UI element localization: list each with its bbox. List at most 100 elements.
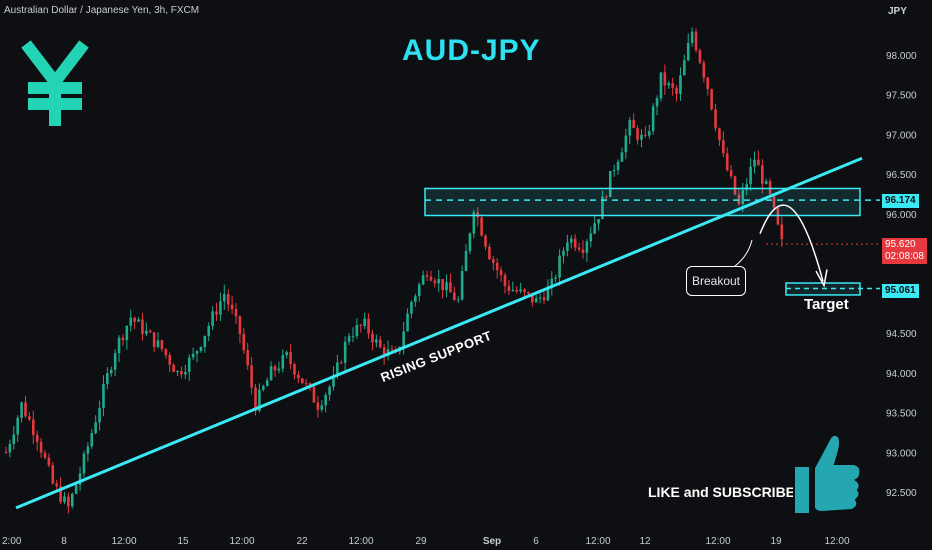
candle-body bbox=[168, 355, 172, 365]
resistance-zone bbox=[424, 187, 861, 217]
candle-body bbox=[176, 371, 179, 373]
price-tick-label: 93.000 bbox=[886, 448, 917, 459]
candle-body bbox=[230, 304, 234, 310]
candle-body bbox=[35, 434, 39, 442]
candle-body bbox=[449, 282, 452, 293]
candle-body bbox=[86, 446, 90, 454]
candle-body bbox=[757, 159, 760, 166]
time-axis: 2:00 8 12:00 15 12:00 22 12:00 29 Sep 6 12:00 12 12:… bbox=[2, 536, 850, 547]
candle-body bbox=[121, 337, 125, 341]
candle-body bbox=[332, 375, 335, 387]
candle-body bbox=[772, 193, 776, 208]
candle-body bbox=[187, 357, 191, 372]
candle-body bbox=[347, 336, 351, 342]
candle-body bbox=[273, 366, 277, 371]
candle-body bbox=[382, 347, 386, 357]
candle-body bbox=[472, 212, 476, 234]
candle-body bbox=[686, 42, 690, 61]
candle-body bbox=[515, 289, 519, 292]
candle-body bbox=[741, 189, 745, 205]
resistance-price-tag: 96.174 bbox=[882, 194, 919, 208]
candle-body bbox=[238, 316, 242, 334]
candle-body bbox=[355, 324, 359, 336]
candle-body bbox=[702, 62, 706, 78]
candle-body bbox=[429, 276, 433, 281]
candle-body bbox=[550, 278, 554, 287]
candle-body bbox=[324, 394, 327, 406]
candle-body bbox=[612, 170, 616, 172]
candle-body bbox=[546, 286, 550, 301]
candle-body bbox=[410, 301, 413, 314]
candle-body bbox=[145, 330, 148, 335]
candle-body bbox=[710, 89, 713, 110]
headline: AUD-JPY bbox=[402, 34, 541, 67]
candle-body bbox=[98, 407, 101, 423]
candle-body bbox=[339, 362, 343, 364]
time-tick-label: Sep bbox=[483, 536, 501, 547]
time-tick-label: 29 bbox=[415, 536, 427, 547]
candle-body bbox=[456, 299, 460, 301]
candle-body bbox=[234, 309, 238, 317]
price-tick-label: 98.000 bbox=[886, 51, 917, 62]
candle-body bbox=[414, 296, 417, 302]
candle-body bbox=[351, 335, 355, 337]
candle-body bbox=[632, 120, 635, 129]
candle-body bbox=[31, 419, 35, 435]
candle-body bbox=[464, 251, 468, 272]
candle-body bbox=[82, 453, 86, 474]
candle-body bbox=[511, 289, 515, 291]
candle-body bbox=[156, 340, 160, 348]
candle-body bbox=[219, 301, 222, 315]
projection-arrowhead bbox=[815, 269, 828, 288]
candle-body bbox=[453, 292, 456, 301]
candle-body bbox=[753, 159, 756, 167]
candle-body bbox=[211, 311, 214, 327]
price-tick-label: 96.000 bbox=[886, 210, 917, 221]
candle-body bbox=[164, 349, 168, 356]
candle-body bbox=[320, 405, 324, 410]
candle-body bbox=[749, 166, 752, 185]
price-tick-label: 97.000 bbox=[886, 130, 917, 141]
candle-body bbox=[714, 109, 717, 129]
candle-body bbox=[148, 330, 152, 333]
candle-body bbox=[133, 317, 136, 322]
candle-body bbox=[492, 259, 495, 263]
candle-body bbox=[608, 171, 612, 197]
breakout-pointer bbox=[734, 239, 753, 267]
time-tick-label: 22 bbox=[296, 536, 308, 547]
candle-body bbox=[312, 386, 316, 403]
candle-body bbox=[180, 371, 183, 375]
time-tick-label: 12:00 bbox=[824, 536, 849, 547]
candle-body bbox=[628, 120, 632, 136]
candle-body bbox=[706, 77, 710, 90]
price-tick-label: 94.000 bbox=[886, 369, 917, 380]
candle-body bbox=[761, 165, 764, 184]
bar-countdown: 02:08:08 bbox=[885, 251, 924, 262]
candle-body bbox=[605, 196, 608, 198]
time-tick-label: 15 bbox=[177, 536, 189, 547]
candle-body bbox=[141, 319, 144, 335]
candle-body bbox=[441, 279, 444, 291]
candle-body bbox=[597, 219, 600, 224]
candle-body bbox=[460, 271, 464, 300]
thumbs-up-icon[interactable] bbox=[790, 428, 864, 518]
candle-body bbox=[55, 483, 58, 487]
candle-body bbox=[207, 326, 211, 336]
yen-icon bbox=[21, 40, 89, 126]
candle-body bbox=[184, 371, 187, 375]
candle-body bbox=[569, 238, 573, 243]
candle-body bbox=[117, 337, 121, 354]
candle-body bbox=[316, 402, 320, 410]
candle-body bbox=[293, 364, 296, 375]
candle-body bbox=[254, 387, 257, 412]
candle-body bbox=[378, 339, 382, 348]
candle-body bbox=[172, 364, 175, 373]
like-subscribe-label: LIKE and SUBSCRIBE bbox=[648, 484, 796, 500]
candle-body bbox=[51, 465, 55, 484]
candle-body bbox=[47, 457, 51, 466]
candle-body bbox=[581, 249, 585, 253]
candle-body bbox=[671, 83, 674, 88]
candle-body bbox=[577, 247, 581, 250]
candle-body bbox=[534, 298, 538, 303]
